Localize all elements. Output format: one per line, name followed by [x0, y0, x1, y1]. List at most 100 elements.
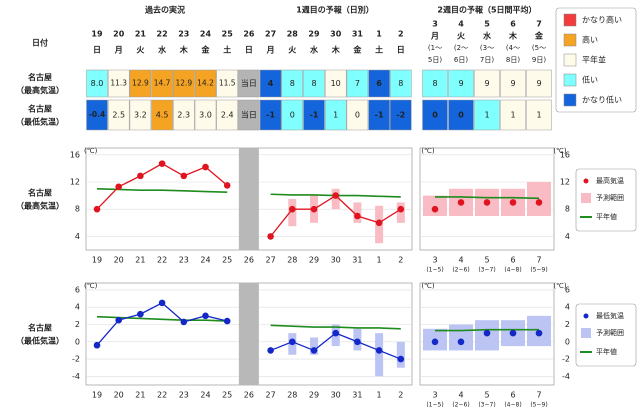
y-tick-label: 8: [565, 205, 570, 214]
legend-label: かなり高い: [582, 15, 622, 25]
temperature-point: [431, 338, 439, 346]
table-cell: [86, 99, 108, 131]
cell-value: 当日: [241, 78, 257, 88]
week2-date: (3～: [480, 44, 494, 52]
cell-value: 1: [536, 111, 541, 120]
table-cell: [129, 99, 152, 131]
y-tick-label: 4: [75, 232, 80, 241]
table-cell: [324, 99, 347, 131]
cell-value: 14.7: [154, 79, 171, 88]
table-cell: [173, 99, 195, 131]
section-header: 過去の実況: [144, 5, 185, 15]
week2-date: 3: [432, 20, 438, 29]
table-cell: [500, 69, 526, 98]
table-cell: [281, 69, 304, 98]
cell-value: 14.2: [197, 79, 214, 88]
y-tick-label: 16: [70, 150, 80, 159]
range-bar: [375, 333, 384, 377]
table-cell: [129, 69, 152, 98]
weekday: 火: [288, 46, 297, 55]
cell-value: 2.4: [221, 111, 234, 120]
temperature-point: [180, 318, 188, 326]
unit-label: (℃): [84, 147, 98, 155]
legend-label: 予測範囲: [596, 193, 624, 202]
cell-value: 11.3: [110, 79, 127, 88]
x-tick-label: 2: [398, 256, 403, 265]
week2-date: (5～: [532, 44, 546, 52]
x-tick-label: 3: [432, 391, 437, 400]
y-tick-label: 12: [560, 178, 570, 187]
section-header: 1週目の予報（日別）: [296, 5, 374, 15]
x-tick-label: 30: [331, 391, 341, 400]
x-tick-label: 5: [484, 256, 489, 265]
temperature-point: [158, 299, 166, 307]
legend-label: 平年値: [596, 212, 617, 221]
legend-label: 最高気温: [596, 176, 624, 185]
x-tick-label: (2∼6): [452, 402, 469, 409]
chart-row-label: （最高気温）: [16, 201, 64, 211]
temperature-point: [354, 212, 361, 220]
temperature-point: [289, 205, 296, 213]
table-cell: [216, 69, 238, 98]
x-tick-label: 22: [157, 256, 167, 265]
table-cell: [194, 69, 217, 98]
range-bar: [449, 324, 473, 351]
range-bar: [310, 337, 318, 355]
today-bar: [238, 283, 259, 385]
unit-label: (℃): [84, 282, 98, 290]
weekday: 金: [201, 45, 211, 55]
legend-swatch: [563, 13, 577, 27]
range-bar: [527, 182, 551, 216]
range-bar: [423, 195, 447, 216]
temperature-point: [223, 182, 231, 189]
table-cell: [151, 99, 173, 131]
x-tick-label: 24: [200, 256, 210, 265]
x-tick-label: 23: [179, 391, 189, 400]
cell-value: 9: [510, 79, 515, 88]
x-tick-label: 25: [222, 391, 232, 400]
legend-swatch: [581, 193, 591, 203]
temperature-point: [354, 338, 361, 346]
x-tick-label: 21: [135, 256, 145, 265]
legend-swatch: [583, 178, 589, 184]
cell-value: 3.0: [199, 111, 212, 120]
cell-value: 9: [484, 79, 489, 88]
week2-date: 8日): [506, 56, 520, 64]
temperature-point: [483, 199, 491, 206]
temperature-point: [535, 329, 543, 337]
week2-date: 7日): [480, 56, 494, 64]
table-cell: [216, 99, 238, 131]
cell-value: 9: [458, 79, 463, 88]
table-cell: [500, 99, 526, 131]
table-cell: [474, 69, 500, 98]
week2-date: 金: [534, 31, 544, 41]
week2-date: (4～: [506, 44, 520, 52]
table-cell: [259, 69, 282, 98]
temperature-point: [457, 338, 465, 346]
temperature-point: [310, 347, 318, 354]
temperature-point: [202, 312, 209, 320]
y-tick-label: 2: [75, 320, 80, 329]
legend-label: かなり低い: [582, 95, 622, 105]
x-tick-label: 30: [331, 256, 341, 265]
y-tick-label: -4: [72, 372, 80, 381]
date: 29: [308, 30, 320, 39]
table-cell: [107, 99, 130, 131]
table-cell: [368, 69, 390, 98]
x-tick-label: 2: [398, 391, 403, 400]
x-tick-label: (5∼9): [530, 267, 547, 274]
y-tick-label: 2: [565, 320, 570, 329]
x-tick-label: 29: [309, 256, 319, 265]
weekday: 水: [309, 45, 319, 55]
x-tick-label: 31: [352, 256, 362, 265]
temperature-point: [310, 205, 318, 213]
date: 27: [265, 30, 276, 39]
weekday: 水: [157, 45, 167, 55]
x-tick-label: (4∼8): [504, 267, 521, 274]
range-bar: [331, 188, 340, 210]
legend-label: 最低気温: [596, 311, 624, 320]
x-tick-label: 20: [114, 256, 124, 265]
temperature-point: [509, 329, 517, 337]
legend-box: [575, 168, 637, 232]
